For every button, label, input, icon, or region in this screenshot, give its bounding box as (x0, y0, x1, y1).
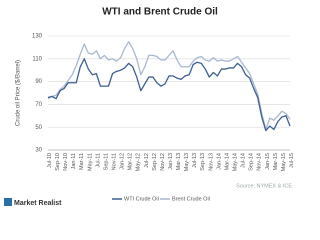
x-tick-label: Sep-14 (249, 153, 255, 171)
x-tick-label: Jul-13 (192, 153, 198, 168)
x-tick-label: Jul-10 (47, 153, 53, 168)
brand-icon (4, 198, 12, 206)
x-tick-label: May-13 (184, 153, 190, 171)
y-tick-label: 70 (35, 102, 42, 108)
x-tick-label: May-15 (281, 153, 287, 171)
y-axis-label: Crude oil Price ($/Barrel) (16, 60, 22, 126)
x-tick-label: Sep-10 (55, 153, 61, 171)
x-tick-label: Nov-12 (160, 153, 166, 171)
brand: Market Realist (14, 200, 62, 207)
x-tick-label: May-12 (136, 153, 142, 171)
source: Source: NYMEX & ICE (236, 183, 292, 189)
x-tick-label: Sep-12 (152, 153, 158, 171)
x-tick-label: Mar-14 (224, 153, 230, 170)
line (47, 58, 291, 132)
x-tick-label: May-14 (232, 153, 238, 171)
x-tick-label: Nov-13 (208, 153, 214, 171)
x-tick-label: Jul-12 (144, 153, 150, 168)
x-tick-label: Nov-11 (111, 153, 117, 170)
x-tick-label: Jul-11 (95, 153, 101, 168)
x-tick-label: Sep-13 (200, 153, 206, 171)
x-tick-label: Mar-15 (273, 153, 279, 170)
x-tick-label: Jul-15 (289, 153, 295, 168)
legend-label: WTI Crude Oil (124, 196, 159, 202)
x-tick-label: Mar-11 (79, 153, 85, 170)
y-tick-label: 50 (35, 125, 42, 131)
y-tick-label: 30 (35, 148, 42, 154)
x-tick-label: Jan-15 (265, 153, 271, 170)
x-tick-label: Sep-11 (103, 153, 109, 170)
x-tick-label: Jul-14 (241, 153, 247, 168)
x-tick-label: Mar-13 (176, 153, 182, 170)
y-tick-label: 110 (32, 56, 42, 62)
chart-title: WTI and Brent Crude Oil (102, 7, 218, 18)
y-tick-label: 130 (32, 34, 43, 40)
x-tick-label: Jan-14 (216, 153, 222, 170)
x-tick-label: May-11 (87, 153, 93, 171)
x-tick-label: Mar-12 (128, 153, 134, 170)
x-tick-label: Jan-12 (120, 153, 126, 170)
x-tick-label: Jan-11 (71, 153, 77, 169)
x-tick-label: Nov-10 (63, 153, 69, 171)
line (47, 41, 291, 131)
x-tick-label: Nov-14 (257, 153, 263, 171)
legend-label: Brent Crude Oil (172, 196, 210, 202)
chart: WTI and Brent Crude Oil Crude oil Price … (4, 7, 295, 207)
x-tick-label: Jan-13 (168, 153, 174, 170)
y-tick-label: 90 (35, 79, 42, 85)
